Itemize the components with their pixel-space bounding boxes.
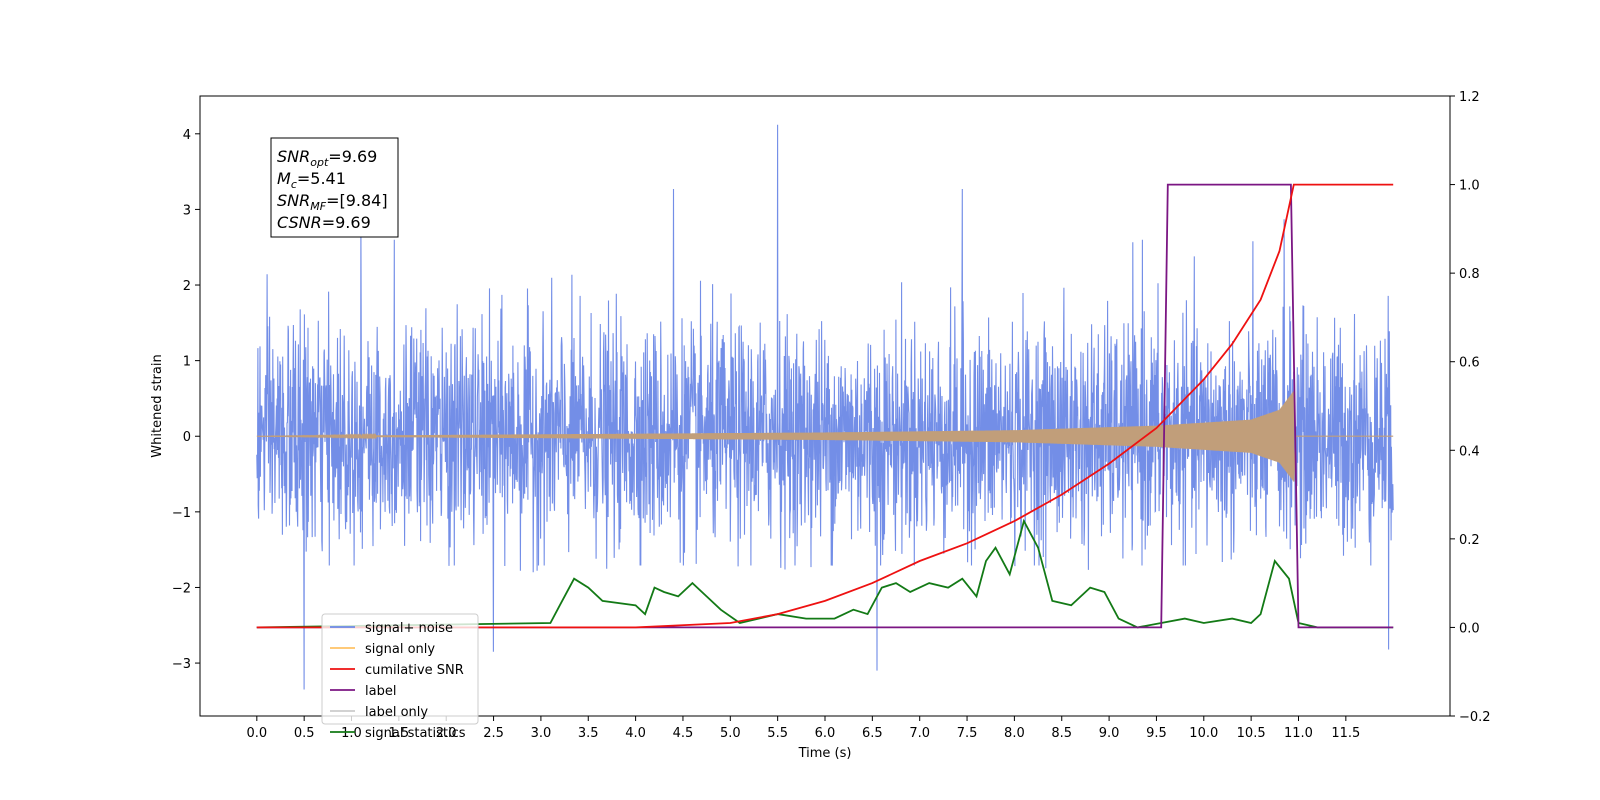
x-tick-label: 0.0 (246, 726, 267, 741)
x-tick-label: 6.0 (815, 726, 836, 741)
annotation-value: =9.69 (328, 147, 377, 166)
legend: signal+ noise signal only cumilative SNR la… (321, 613, 479, 741)
annotation-symbol: SNR (277, 191, 310, 210)
annotation-subscript: opt (310, 156, 329, 169)
x-tick-label: 10.5 (1237, 726, 1266, 741)
y2-tick-label: 0.2 (1459, 533, 1480, 548)
x-tick-label: 0.5 (294, 726, 315, 741)
x-tick-label: 8.0 (1004, 726, 1025, 741)
annotation-line: CSNR=9.69 (277, 213, 371, 232)
annotation-line: Mc=5.41 (277, 169, 346, 191)
annotation-value: =5.41 (297, 169, 346, 188)
y-axis-right: −0.2 0.0 0.2 0.4 0.6 0.8 1.0 1.2 (1450, 90, 1491, 725)
y-tick-label: 2 (183, 279, 191, 294)
annotation-symbol: SNR (277, 147, 310, 166)
y-tick-label: −3 (172, 657, 191, 672)
y2-tick-label: 0.4 (1459, 444, 1480, 459)
x-tick-label: 3.0 (531, 726, 552, 741)
x-tick-label: 10.0 (1189, 726, 1218, 741)
y2-tick-label: 1.0 (1459, 179, 1480, 194)
series-signal-only-line (256, 391, 1394, 482)
annotation-value: =9.69 (322, 213, 371, 232)
x-tick-label: 4.5 (673, 726, 694, 741)
x-tick-label: 4.0 (625, 726, 646, 741)
series-signal-statistics-line (256, 518, 1394, 629)
y-axis-left: −3 −2 −1 0 1 2 3 4 (172, 128, 200, 672)
legend-entry: signal only (365, 642, 435, 657)
y-tick-label: 3 (183, 203, 191, 218)
x-tick-label: 11.5 (1331, 726, 1360, 741)
x-tick-label: 7.0 (909, 726, 930, 741)
annotation-line: SNRMF=[9.84] (277, 191, 388, 213)
y-axis-label: Whitened strain (150, 354, 165, 457)
legend-entry: label (365, 684, 396, 699)
x-axis-label: Time (s) (798, 746, 852, 761)
annotation-value: =[9.84] (326, 191, 388, 210)
x-tick-label: 9.5 (1146, 726, 1167, 741)
annotation-frame (270, 137, 399, 238)
y-tick-label: 1 (183, 355, 191, 370)
x-axis: 0.0 0.5 1.0 1.5 2.0 2.5 3.0 3.5 4.0 4.5 5.0 5.5 6.0 6… (246, 716, 1360, 741)
x-tick-label: 11.0 (1284, 726, 1313, 741)
legend-frame (321, 613, 479, 725)
annotation-symbol: CSNR (277, 213, 322, 232)
series-layer (256, 124, 1394, 690)
x-tick-label: 2.0 (436, 726, 457, 741)
legend-entry: cumilative SNR (365, 663, 464, 678)
annotation-subscript: c (291, 178, 297, 191)
series-signal-noise-line (256, 124, 1394, 690)
x-tick-label: 3.5 (578, 726, 599, 741)
y2-tick-label: 1.2 (1459, 90, 1480, 105)
x-tick-label: 1.5 (389, 726, 410, 741)
x-tick-label: 5.5 (767, 726, 788, 741)
x-tick-label: 1.0 (341, 726, 362, 741)
x-tick-label: 7.5 (957, 726, 978, 741)
y2-tick-label: −0.2 (1459, 710, 1491, 725)
x-tick-label: 8.5 (1051, 726, 1072, 741)
y-tick-label: 4 (183, 128, 191, 143)
series-cumulative-snr-line (256, 183, 1394, 629)
legend-entry: label only (365, 705, 428, 720)
y-tick-label: −1 (172, 506, 191, 521)
series-label-line (256, 183, 1394, 629)
x-tick-label: 2.5 (483, 726, 504, 741)
x-tick-label: 9.0 (1099, 726, 1120, 741)
y2-tick-label: 0.6 (1459, 356, 1480, 371)
annotation-subscript: MF (310, 200, 326, 213)
y-tick-label: 0 (183, 430, 191, 445)
legend-entry: signal+ noise (365, 621, 453, 636)
x-tick-label: 5.0 (720, 726, 741, 741)
x-tick-label: 6.5 (862, 726, 883, 741)
y-tick-label: −2 (172, 581, 191, 596)
legend-entry: signal statistics (365, 726, 466, 741)
y2-tick-label: 0.0 (1459, 621, 1480, 636)
y2-tick-label: 0.8 (1459, 267, 1480, 282)
annotation-line: SNRopt=9.69 (277, 147, 377, 169)
annotation-symbol: M (277, 169, 291, 188)
